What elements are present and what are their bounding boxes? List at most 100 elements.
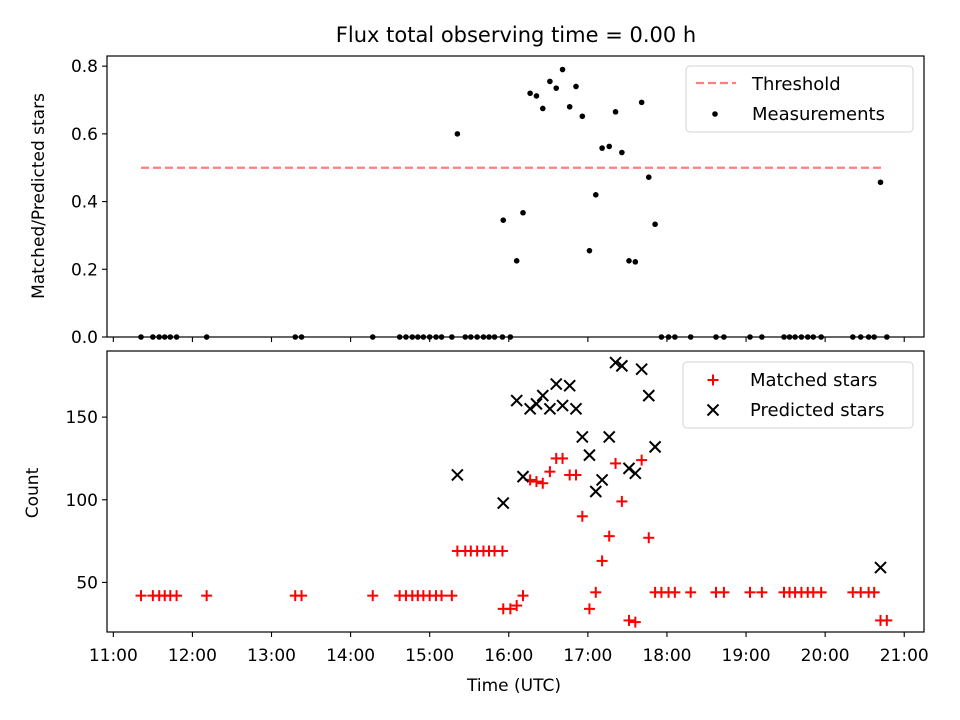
matched-star-point xyxy=(446,590,458,602)
measurement-point xyxy=(606,143,613,150)
predicted-star-point-b xyxy=(530,397,543,411)
predicted-star-point-b xyxy=(595,473,609,487)
bottom-x-tick-label: 21:00 xyxy=(880,646,929,666)
predicted-star-point xyxy=(648,440,662,454)
matched-star-point xyxy=(436,590,448,602)
measurement-point xyxy=(579,113,586,120)
legend-threshold-label: Threshold xyxy=(751,74,841,95)
bottom-x-tick-label: 17:00 xyxy=(563,646,612,666)
predicted-star-point-b xyxy=(589,485,602,498)
matched-star-point xyxy=(590,586,602,598)
predicted-star-point xyxy=(569,402,583,416)
top-plot-area: 0.0 0.2 0.4 0.6 0.8 xyxy=(71,55,925,348)
predicted-star-point-b xyxy=(603,430,616,444)
matched-star-point xyxy=(367,590,379,602)
predicted-star-point-b xyxy=(642,389,655,402)
legend-measurements-label: Measurements xyxy=(752,104,885,125)
predicted-star-point xyxy=(589,485,602,498)
legend-matched-stars-marker xyxy=(707,374,719,386)
predicted-star-point xyxy=(609,356,622,369)
bottom-legend-box xyxy=(682,361,914,429)
measurement-point xyxy=(547,78,553,85)
predicted-star-point-b xyxy=(629,467,642,480)
predicted-star-point-b xyxy=(576,430,589,444)
top-legend-box xyxy=(685,65,914,133)
bottom-y-tick-label: 150 xyxy=(66,408,98,428)
measurement-point xyxy=(612,109,619,115)
predicted-star-point xyxy=(629,467,642,480)
matched-star-point xyxy=(576,510,588,522)
matched-star-point xyxy=(171,590,183,602)
matched-star-point xyxy=(201,590,213,602)
matched-star-point xyxy=(135,590,147,602)
matched-star-point xyxy=(669,586,681,598)
measurement-point xyxy=(638,99,645,106)
bottom-x-tick-label: 18:00 xyxy=(642,646,691,666)
legend-predicted-stars-label: Predicted stars xyxy=(750,400,884,421)
measurement-point xyxy=(520,209,526,216)
bottom-y-axis-label: Count xyxy=(23,467,43,518)
bottom-axes-frame xyxy=(106,350,925,633)
predicted-star-point-b xyxy=(550,377,563,391)
predicted-star-point-b xyxy=(648,440,662,454)
predicted-star-point xyxy=(615,359,629,373)
matched-star-point xyxy=(718,586,730,598)
measurement-point xyxy=(566,103,573,110)
matched-star-point xyxy=(636,454,648,466)
matched-star-point xyxy=(557,452,569,464)
measurement-point xyxy=(527,90,533,97)
bottom-x-tick-label: 16:00 xyxy=(484,646,533,666)
matched-star-point xyxy=(583,603,595,615)
measurement-point xyxy=(539,105,546,112)
predicted-star-point xyxy=(874,561,887,574)
matched-star-point xyxy=(685,586,697,598)
predicted-star-point xyxy=(603,430,616,444)
measurement-point xyxy=(513,258,520,264)
predicted-star-point xyxy=(642,389,655,402)
matched-star-point xyxy=(570,469,582,481)
legend-predicted-stars-marker xyxy=(706,403,720,417)
matched-star-point xyxy=(603,530,615,542)
predicted-star-point xyxy=(583,448,596,462)
measurement-point xyxy=(553,85,560,91)
bottom-x-tick-label: 19:00 xyxy=(722,646,771,666)
bottom-y-tick-label: 100 xyxy=(66,491,98,511)
measurement-point xyxy=(592,192,599,198)
top-axes-frame xyxy=(106,55,925,338)
predicted-star-point xyxy=(595,473,609,487)
matched-star-point xyxy=(511,600,523,612)
top-y-axis-label: Matched/Predicted stars xyxy=(29,93,49,299)
predicted-star-point-b xyxy=(516,470,530,483)
legend-predicted-cross-b xyxy=(706,403,720,417)
matched-star-point xyxy=(537,477,549,489)
bottom-x-tick-label: 20:00 xyxy=(801,646,850,666)
predicted-star-point-b xyxy=(874,561,887,574)
bottom-plot-area: 50 100 150 11:00 12:00 13:00 14:00 15:00 16:00 17… xyxy=(66,350,929,666)
matched-star-point xyxy=(610,457,622,469)
measurement-point xyxy=(500,217,507,223)
matched-star-point xyxy=(629,616,641,628)
matched-star-point xyxy=(544,466,556,478)
measurement-point xyxy=(619,149,625,156)
predicted-star-point-b xyxy=(563,379,576,392)
measurement-point xyxy=(652,221,658,228)
predicted-star-point xyxy=(550,377,563,391)
measurement-point xyxy=(559,66,566,73)
bottom-x-tick-label: 15:00 xyxy=(405,646,454,666)
predicted-star-point-b xyxy=(556,399,569,412)
top-y-tick-label: 0.6 xyxy=(71,125,98,145)
matched-star-point xyxy=(815,586,827,598)
predicted-star-point-b xyxy=(510,394,523,407)
predicted-star-point xyxy=(563,379,576,392)
measurement-point xyxy=(632,259,639,265)
top-legend: Threshold Measurements xyxy=(685,65,914,133)
matched-star-point xyxy=(868,586,880,598)
measurement-point xyxy=(877,179,884,186)
predicted-star-point xyxy=(635,362,648,376)
matched-star-point xyxy=(744,586,756,598)
measurement-point xyxy=(533,93,540,99)
predicted-star-point-b xyxy=(635,362,648,376)
predicted-star-point-b xyxy=(583,448,596,462)
matched-star-point xyxy=(517,590,529,602)
legend-predicted-cross xyxy=(706,403,720,417)
